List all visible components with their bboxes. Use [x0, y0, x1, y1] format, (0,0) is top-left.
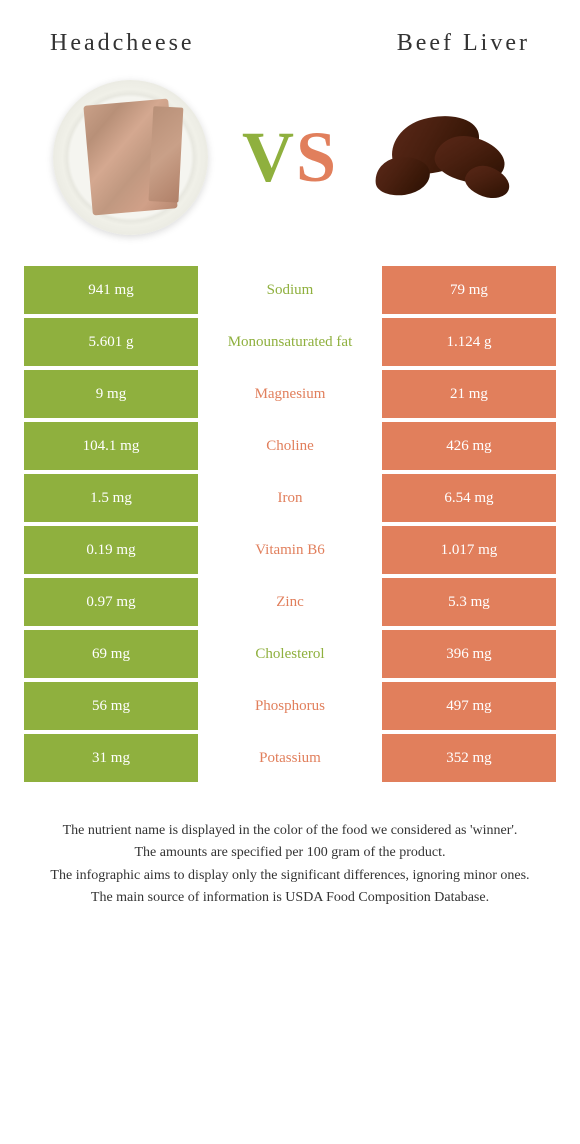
table-row: 56 mgPhosphorus497 mg	[24, 682, 556, 730]
nutrient-name-cell: Cholesterol	[202, 630, 378, 678]
table-row: 1.5 mgIron6.54 mg	[24, 474, 556, 522]
right-value-cell: 396 mg	[382, 630, 556, 678]
table-row: 0.19 mgVitamin B61.017 mg	[24, 526, 556, 574]
table-row: 104.1 mgCholine426 mg	[24, 422, 556, 470]
right-value-cell: 79 mg	[382, 266, 556, 314]
nutrient-name-cell: Zinc	[202, 578, 378, 626]
plate-icon	[53, 80, 208, 235]
food-right-image	[370, 77, 530, 237]
title-row: Headcheese Beef Liver	[20, 30, 560, 57]
right-value-cell: 5.3 mg	[382, 578, 556, 626]
right-value-cell: 21 mg	[382, 370, 556, 418]
left-value-cell: 9 mg	[24, 370, 198, 418]
vs-v-letter: V	[242, 117, 296, 197]
liver-icon	[375, 112, 525, 202]
right-value-cell: 1.017 mg	[382, 526, 556, 574]
food-left-image	[50, 77, 210, 237]
nutrient-name-cell: Potassium	[202, 734, 378, 782]
footnote-line: The main source of information is USDA F…	[45, 888, 535, 908]
right-value-cell: 6.54 mg	[382, 474, 556, 522]
nutrient-name-cell: Magnesium	[202, 370, 378, 418]
table-row: 941 mgSodium79 mg	[24, 266, 556, 314]
footnote-line: The nutrient name is displayed in the co…	[45, 821, 535, 841]
footnotes: The nutrient name is displayed in the co…	[20, 821, 560, 908]
left-value-cell: 69 mg	[24, 630, 198, 678]
food-left-title: Headcheese	[50, 30, 195, 57]
nutrient-name-cell: Sodium	[202, 266, 378, 314]
left-value-cell: 0.97 mg	[24, 578, 198, 626]
left-value-cell: 104.1 mg	[24, 422, 198, 470]
food-right-title: Beef Liver	[397, 30, 530, 57]
nutrient-name-cell: Choline	[202, 422, 378, 470]
left-value-cell: 1.5 mg	[24, 474, 198, 522]
left-value-cell: 0.19 mg	[24, 526, 198, 574]
right-value-cell: 426 mg	[382, 422, 556, 470]
left-value-cell: 941 mg	[24, 266, 198, 314]
left-value-cell: 56 mg	[24, 682, 198, 730]
nutrient-name-cell: Iron	[202, 474, 378, 522]
right-value-cell: 1.124 g	[382, 318, 556, 366]
table-row: 0.97 mgZinc5.3 mg	[24, 578, 556, 626]
comparison-table: 941 mgSodium79 mg5.601 gMonounsaturated …	[20, 262, 560, 786]
nutrient-name-cell: Monounsaturated fat	[202, 318, 378, 366]
images-row: VS	[20, 77, 560, 237]
vs-label: VS	[242, 116, 338, 199]
footnote-line: The infographic aims to display only the…	[45, 866, 535, 886]
nutrient-name-cell: Vitamin B6	[202, 526, 378, 574]
headcheese-icon	[83, 99, 177, 216]
table-row: 5.601 gMonounsaturated fat1.124 g	[24, 318, 556, 366]
infographic-container: Headcheese Beef Liver VS 941 mgSodium79 …	[0, 0, 580, 930]
left-value-cell: 5.601 g	[24, 318, 198, 366]
table-row: 9 mgMagnesium21 mg	[24, 370, 556, 418]
nutrient-name-cell: Phosphorus	[202, 682, 378, 730]
vs-s-letter: S	[296, 117, 338, 197]
footnote-line: The amounts are specified per 100 gram o…	[45, 843, 535, 863]
table-row: 31 mgPotassium352 mg	[24, 734, 556, 782]
right-value-cell: 352 mg	[382, 734, 556, 782]
right-value-cell: 497 mg	[382, 682, 556, 730]
table-row: 69 mgCholesterol396 mg	[24, 630, 556, 678]
left-value-cell: 31 mg	[24, 734, 198, 782]
